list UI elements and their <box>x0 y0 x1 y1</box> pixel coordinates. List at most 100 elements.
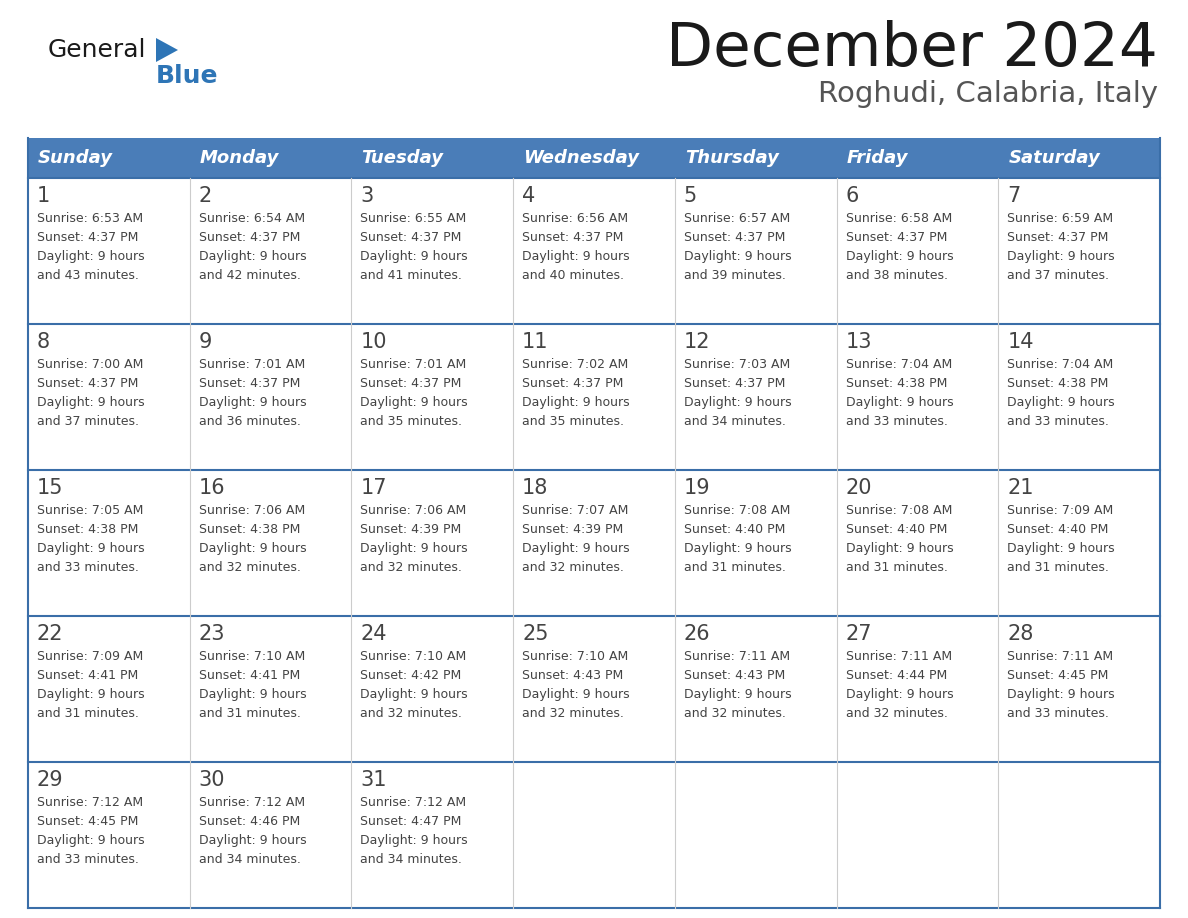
Text: 25: 25 <box>523 624 549 644</box>
Text: Sunrise: 7:11 AM: Sunrise: 7:11 AM <box>684 650 790 663</box>
Text: 16: 16 <box>198 478 226 498</box>
Text: and 31 minutes.: and 31 minutes. <box>684 561 785 574</box>
Text: Daylight: 9 hours: Daylight: 9 hours <box>37 688 145 701</box>
Text: and 37 minutes.: and 37 minutes. <box>1007 269 1110 282</box>
Text: Sunrise: 7:01 AM: Sunrise: 7:01 AM <box>360 358 467 371</box>
Text: Sunrise: 7:00 AM: Sunrise: 7:00 AM <box>37 358 144 371</box>
Text: Sunset: 4:41 PM: Sunset: 4:41 PM <box>37 669 138 682</box>
Text: 21: 21 <box>1007 478 1034 498</box>
Text: Tuesday: Tuesday <box>361 149 443 167</box>
Text: Sunset: 4:45 PM: Sunset: 4:45 PM <box>1007 669 1108 682</box>
Text: 29: 29 <box>37 770 64 790</box>
Text: Sunrise: 7:02 AM: Sunrise: 7:02 AM <box>523 358 628 371</box>
Text: 27: 27 <box>846 624 872 644</box>
Text: and 32 minutes.: and 32 minutes. <box>360 561 462 574</box>
Text: Sunrise: 7:11 AM: Sunrise: 7:11 AM <box>1007 650 1113 663</box>
Text: Sunset: 4:37 PM: Sunset: 4:37 PM <box>198 231 301 244</box>
Text: and 32 minutes.: and 32 minutes. <box>846 707 948 720</box>
Text: Sunrise: 7:10 AM: Sunrise: 7:10 AM <box>523 650 628 663</box>
Text: Sunset: 4:43 PM: Sunset: 4:43 PM <box>684 669 785 682</box>
Text: Sunrise: 7:09 AM: Sunrise: 7:09 AM <box>37 650 144 663</box>
Text: Sunrise: 7:06 AM: Sunrise: 7:06 AM <box>198 504 305 517</box>
Text: Sunset: 4:40 PM: Sunset: 4:40 PM <box>846 523 947 536</box>
Text: Sunset: 4:38 PM: Sunset: 4:38 PM <box>198 523 301 536</box>
Bar <box>29 616 1159 762</box>
Text: Sunrise: 7:04 AM: Sunrise: 7:04 AM <box>1007 358 1113 371</box>
Text: Sunrise: 7:06 AM: Sunrise: 7:06 AM <box>360 504 467 517</box>
Text: Sunrise: 7:12 AM: Sunrise: 7:12 AM <box>37 796 143 809</box>
Text: 5: 5 <box>684 186 697 206</box>
Bar <box>29 324 1159 470</box>
Text: Sunset: 4:46 PM: Sunset: 4:46 PM <box>198 815 299 828</box>
Text: Sunrise: 7:05 AM: Sunrise: 7:05 AM <box>37 504 144 517</box>
Text: Daylight: 9 hours: Daylight: 9 hours <box>1007 396 1114 409</box>
Text: 15: 15 <box>37 478 63 498</box>
Text: and 33 minutes.: and 33 minutes. <box>37 561 139 574</box>
Text: and 32 minutes.: and 32 minutes. <box>198 561 301 574</box>
Text: Sunrise: 6:53 AM: Sunrise: 6:53 AM <box>37 212 143 225</box>
Text: General: General <box>48 38 146 62</box>
Text: 9: 9 <box>198 332 213 352</box>
Text: Daylight: 9 hours: Daylight: 9 hours <box>846 688 953 701</box>
Text: Sunrise: 7:07 AM: Sunrise: 7:07 AM <box>523 504 628 517</box>
Bar <box>29 470 1159 616</box>
Text: 14: 14 <box>1007 332 1034 352</box>
Text: and 34 minutes.: and 34 minutes. <box>360 853 462 866</box>
Text: and 33 minutes.: and 33 minutes. <box>37 853 139 866</box>
Text: Sunset: 4:39 PM: Sunset: 4:39 PM <box>523 523 624 536</box>
Text: Sunset: 4:38 PM: Sunset: 4:38 PM <box>37 523 138 536</box>
Text: Sunrise: 6:56 AM: Sunrise: 6:56 AM <box>523 212 628 225</box>
Text: Daylight: 9 hours: Daylight: 9 hours <box>360 542 468 555</box>
Text: Sunrise: 7:03 AM: Sunrise: 7:03 AM <box>684 358 790 371</box>
Text: Sunrise: 6:54 AM: Sunrise: 6:54 AM <box>198 212 305 225</box>
Text: 2: 2 <box>198 186 211 206</box>
Text: and 35 minutes.: and 35 minutes. <box>523 415 624 428</box>
Text: Daylight: 9 hours: Daylight: 9 hours <box>198 542 307 555</box>
Text: and 33 minutes.: and 33 minutes. <box>1007 707 1110 720</box>
Text: 4: 4 <box>523 186 536 206</box>
Text: 11: 11 <box>523 332 549 352</box>
Text: Sunset: 4:37 PM: Sunset: 4:37 PM <box>523 377 624 390</box>
Text: Sunrise: 6:58 AM: Sunrise: 6:58 AM <box>846 212 952 225</box>
Text: and 32 minutes.: and 32 minutes. <box>360 707 462 720</box>
Text: Sunset: 4:47 PM: Sunset: 4:47 PM <box>360 815 462 828</box>
Text: and 31 minutes.: and 31 minutes. <box>198 707 301 720</box>
Text: Daylight: 9 hours: Daylight: 9 hours <box>684 396 791 409</box>
Text: Sunset: 4:40 PM: Sunset: 4:40 PM <box>1007 523 1108 536</box>
Text: Daylight: 9 hours: Daylight: 9 hours <box>684 250 791 263</box>
Text: Daylight: 9 hours: Daylight: 9 hours <box>1007 688 1114 701</box>
Text: 13: 13 <box>846 332 872 352</box>
Text: Daylight: 9 hours: Daylight: 9 hours <box>37 834 145 847</box>
Text: Daylight: 9 hours: Daylight: 9 hours <box>360 834 468 847</box>
Text: Sunrise: 7:01 AM: Sunrise: 7:01 AM <box>198 358 305 371</box>
Text: 22: 22 <box>37 624 63 644</box>
Text: Sunset: 4:37 PM: Sunset: 4:37 PM <box>37 377 138 390</box>
Text: Daylight: 9 hours: Daylight: 9 hours <box>523 688 630 701</box>
Text: Daylight: 9 hours: Daylight: 9 hours <box>360 250 468 263</box>
Text: 6: 6 <box>846 186 859 206</box>
Text: Sunrise: 7:10 AM: Sunrise: 7:10 AM <box>360 650 467 663</box>
Text: Sunrise: 7:09 AM: Sunrise: 7:09 AM <box>1007 504 1113 517</box>
Text: Sunset: 4:37 PM: Sunset: 4:37 PM <box>684 377 785 390</box>
Text: and 35 minutes.: and 35 minutes. <box>360 415 462 428</box>
Text: Daylight: 9 hours: Daylight: 9 hours <box>684 542 791 555</box>
Text: Sunset: 4:40 PM: Sunset: 4:40 PM <box>684 523 785 536</box>
Text: 31: 31 <box>360 770 387 790</box>
Text: and 33 minutes.: and 33 minutes. <box>846 415 948 428</box>
Text: and 43 minutes.: and 43 minutes. <box>37 269 139 282</box>
Text: and 42 minutes.: and 42 minutes. <box>198 269 301 282</box>
Text: Daylight: 9 hours: Daylight: 9 hours <box>37 250 145 263</box>
Text: Saturday: Saturday <box>1009 149 1100 167</box>
Text: 24: 24 <box>360 624 387 644</box>
Text: Sunrise: 6:59 AM: Sunrise: 6:59 AM <box>1007 212 1113 225</box>
Text: 17: 17 <box>360 478 387 498</box>
Text: Daylight: 9 hours: Daylight: 9 hours <box>846 396 953 409</box>
Text: 26: 26 <box>684 624 710 644</box>
Text: 19: 19 <box>684 478 710 498</box>
Text: and 40 minutes.: and 40 minutes. <box>523 269 624 282</box>
Text: Daylight: 9 hours: Daylight: 9 hours <box>523 396 630 409</box>
Text: and 33 minutes.: and 33 minutes. <box>1007 415 1110 428</box>
Text: Sunset: 4:37 PM: Sunset: 4:37 PM <box>360 377 462 390</box>
Text: 12: 12 <box>684 332 710 352</box>
Text: 20: 20 <box>846 478 872 498</box>
